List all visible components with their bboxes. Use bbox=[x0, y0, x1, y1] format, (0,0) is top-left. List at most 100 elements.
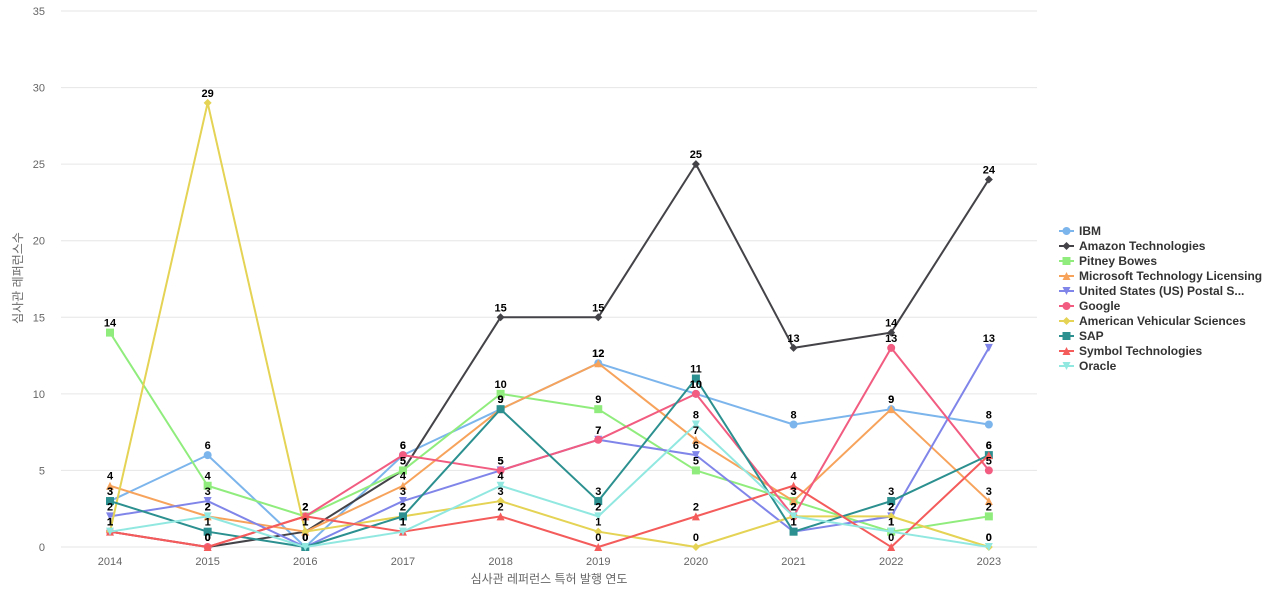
data-point[interactable] bbox=[398, 481, 407, 490]
legend-marker bbox=[1062, 347, 1071, 355]
data-point[interactable] bbox=[106, 497, 114, 506]
data-point[interactable] bbox=[301, 543, 310, 551]
data-point[interactable] bbox=[984, 466, 993, 475]
legend-label: IBM bbox=[1079, 224, 1101, 238]
data-point[interactable] bbox=[203, 98, 212, 107]
data-label: 1 bbox=[400, 517, 406, 529]
x-tick-label: 2018 bbox=[488, 556, 512, 568]
data-point[interactable] bbox=[594, 497, 603, 506]
data-point[interactable] bbox=[887, 527, 896, 536]
data-point[interactable] bbox=[789, 420, 798, 429]
data-point[interactable] bbox=[203, 497, 212, 506]
y-tick-label: 35 bbox=[33, 6, 45, 18]
data-point[interactable] bbox=[203, 512, 212, 521]
data-point[interactable] bbox=[106, 328, 114, 337]
data-point[interactable] bbox=[789, 481, 798, 490]
data-point[interactable] bbox=[984, 497, 993, 506]
data-point[interactable] bbox=[496, 313, 505, 322]
data-point[interactable] bbox=[789, 497, 798, 506]
data-point[interactable] bbox=[398, 451, 407, 460]
data-point[interactable] bbox=[887, 405, 896, 414]
data-point[interactable] bbox=[203, 527, 212, 536]
data-point[interactable] bbox=[887, 497, 896, 506]
legend-item[interactable]: Google bbox=[1059, 299, 1121, 313]
data-point[interactable] bbox=[887, 343, 896, 352]
data-point[interactable] bbox=[789, 512, 798, 521]
data-point[interactable] bbox=[984, 451, 993, 460]
legend-item[interactable]: Pitney Bowes bbox=[1059, 254, 1157, 268]
series-line[interactable] bbox=[109, 101, 990, 548]
data-point[interactable] bbox=[691, 420, 700, 429]
data-point[interactable] bbox=[887, 512, 896, 521]
data-point[interactable] bbox=[398, 466, 407, 475]
data-label: 15 bbox=[494, 302, 506, 314]
data-point[interactable] bbox=[594, 359, 603, 368]
data-point[interactable] bbox=[203, 451, 212, 460]
data-point[interactable] bbox=[984, 543, 993, 551]
data-label: 6 bbox=[205, 440, 211, 452]
legend-item[interactable]: SAP bbox=[1059, 329, 1104, 343]
data-point[interactable] bbox=[789, 527, 798, 536]
data-point[interactable] bbox=[984, 420, 993, 429]
data-point[interactable] bbox=[691, 466, 700, 475]
data-point[interactable] bbox=[496, 389, 505, 398]
data-point[interactable] bbox=[106, 512, 114, 521]
data-point[interactable] bbox=[203, 543, 212, 551]
data-point[interactable] bbox=[691, 389, 700, 398]
data-point[interactable] bbox=[594, 405, 603, 414]
data-point[interactable] bbox=[789, 343, 798, 352]
legend-item[interactable]: American Vehicular Sciences bbox=[1059, 314, 1246, 328]
series-line[interactable] bbox=[109, 362, 990, 533]
data-point[interactable] bbox=[106, 481, 114, 490]
data-point[interactable] bbox=[594, 527, 603, 536]
data-point[interactable] bbox=[398, 497, 407, 506]
data-point[interactable] bbox=[594, 435, 603, 444]
series-5 bbox=[106, 343, 993, 551]
series-line[interactable] bbox=[109, 163, 990, 548]
data-point[interactable] bbox=[301, 527, 310, 536]
data-label: 2 bbox=[888, 501, 894, 513]
data-point[interactable] bbox=[496, 512, 505, 521]
data-point[interactable] bbox=[691, 512, 700, 521]
data-point[interactable] bbox=[887, 543, 896, 551]
data-point[interactable] bbox=[496, 481, 505, 490]
series-line[interactable] bbox=[109, 423, 990, 548]
series-4 bbox=[106, 343, 993, 551]
x-tick-label: 2016 bbox=[293, 556, 317, 568]
legend-item[interactable]: Oracle bbox=[1059, 359, 1117, 373]
legend-item[interactable]: Symbol Technologies bbox=[1059, 344, 1202, 358]
legend-item[interactable]: United States (US) Postal S... bbox=[1059, 284, 1244, 298]
data-point[interactable] bbox=[203, 481, 212, 490]
data-point[interactable] bbox=[106, 527, 114, 536]
data-point[interactable] bbox=[594, 543, 603, 551]
data-point[interactable] bbox=[984, 175, 993, 184]
data-label: 9 bbox=[888, 394, 894, 406]
data-point[interactable] bbox=[691, 543, 700, 551]
data-point[interactable] bbox=[398, 527, 407, 536]
data-point[interactable] bbox=[691, 160, 700, 169]
data-label: 3 bbox=[888, 486, 894, 498]
data-point[interactable] bbox=[984, 343, 993, 352]
data-point[interactable] bbox=[691, 374, 700, 383]
data-point[interactable] bbox=[594, 313, 603, 322]
legend-item[interactable]: Microsoft Technology Licensing bbox=[1059, 269, 1262, 283]
data-point[interactable] bbox=[496, 497, 505, 506]
data-point[interactable] bbox=[496, 466, 505, 475]
data-label: 2 bbox=[400, 501, 406, 513]
legend-label: American Vehicular Sciences bbox=[1079, 314, 1246, 328]
data-point[interactable] bbox=[496, 405, 505, 414]
data-point[interactable] bbox=[398, 512, 407, 521]
data-point[interactable] bbox=[691, 451, 700, 460]
data-point[interactable] bbox=[691, 435, 700, 444]
data-point[interactable] bbox=[887, 328, 896, 337]
legend-label: United States (US) Postal S... bbox=[1079, 284, 1244, 298]
legend-item[interactable]: IBM bbox=[1059, 224, 1101, 238]
data-point[interactable] bbox=[301, 512, 310, 521]
data-point[interactable] bbox=[594, 512, 603, 521]
data-point[interactable] bbox=[984, 512, 993, 521]
data-label: 1 bbox=[888, 517, 894, 529]
legend-label: SAP bbox=[1079, 329, 1104, 343]
x-tick-label: 2017 bbox=[391, 556, 415, 568]
legend-item[interactable]: Amazon Technologies bbox=[1059, 239, 1206, 253]
